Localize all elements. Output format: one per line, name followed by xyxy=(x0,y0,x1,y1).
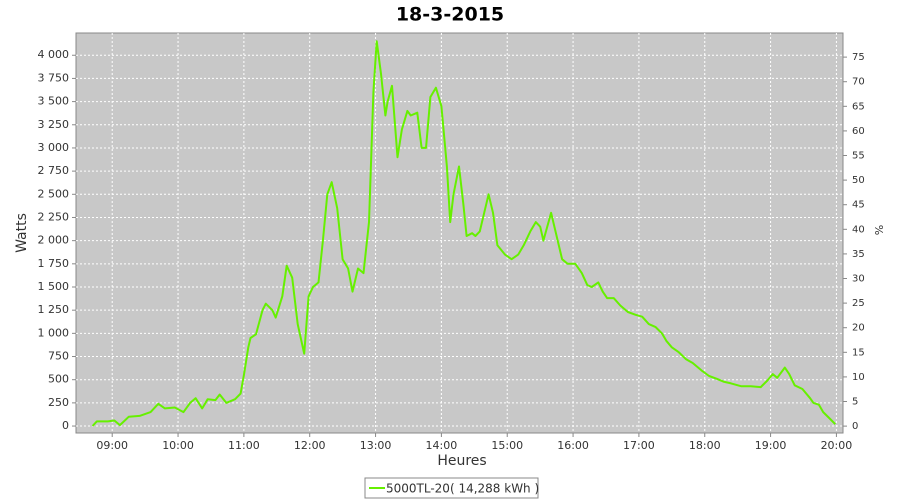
y2-tick-label: 40 xyxy=(852,224,865,235)
x-tick-label: 12:00 xyxy=(294,439,326,452)
y-tick-label: 1 000 xyxy=(38,326,70,339)
y-tick-label: 750 xyxy=(48,350,69,363)
y2-tick-label: 75 xyxy=(852,52,865,63)
y-tick-label: 2 000 xyxy=(38,234,70,247)
y-tick-label: 2 500 xyxy=(38,187,70,200)
y2-tick-label: 20 xyxy=(852,323,865,334)
x-tick-label: 15:00 xyxy=(491,439,523,452)
x-tick-label: 19:00 xyxy=(755,439,787,452)
x-tick-label: 10:00 xyxy=(162,439,194,452)
plot-area xyxy=(75,32,844,434)
y-tick-label: 3 250 xyxy=(38,118,70,131)
x-tick-label: 20:00 xyxy=(821,439,853,452)
y-tick-label: 3 500 xyxy=(38,95,70,108)
y-tick-label: 3 000 xyxy=(38,141,70,154)
y-tick-label: 2 750 xyxy=(38,164,70,177)
x-tick-label: 13:00 xyxy=(360,439,392,452)
y2-tick-label: 0 xyxy=(852,421,858,432)
y-tick-label: 3 750 xyxy=(38,71,70,84)
y2-tick-label: 70 xyxy=(852,77,865,88)
y2-tick-label: 5 xyxy=(852,397,858,408)
x-tick-label: 17:00 xyxy=(623,439,655,452)
y2-tick-label: 45 xyxy=(852,200,865,211)
y2-tick-label: 60 xyxy=(852,126,865,137)
y2-tick-label: 30 xyxy=(852,274,865,285)
y2-tick-label: 55 xyxy=(852,151,865,162)
y2-tick-label: 50 xyxy=(852,175,865,186)
y2-tick-label: 65 xyxy=(852,101,865,112)
data-line xyxy=(91,40,837,427)
y-tick-label: 2 250 xyxy=(38,210,70,223)
y-tick-label: 250 xyxy=(48,396,69,409)
y-tick-label: 1 250 xyxy=(38,303,70,316)
y2-tick-label: 10 xyxy=(852,372,865,383)
y2-axis-label: % xyxy=(873,225,886,235)
legend-label: 5000TL-20( 14,288 kWh ) xyxy=(386,482,539,496)
y-tick-label: 0 xyxy=(62,419,69,432)
y-tick-label: 1 500 xyxy=(38,280,70,293)
chart-title: 18-3-2015 xyxy=(396,4,504,26)
y-tick-label: 4 000 xyxy=(38,48,70,61)
y-tick-label: 1 750 xyxy=(38,257,70,270)
legend xyxy=(364,477,539,499)
y-axis-label: Watts xyxy=(14,213,30,253)
x-axis-label: Heures xyxy=(437,453,486,469)
y2-tick-label: 15 xyxy=(852,347,865,358)
x-tick-label: 18:00 xyxy=(689,439,721,452)
x-tick-label: 11:00 xyxy=(228,439,260,452)
y2-tick-label: 35 xyxy=(852,249,865,260)
y-tick-label: 500 xyxy=(48,373,69,386)
x-tick-label: 09:00 xyxy=(96,439,128,452)
y2-tick-label: 25 xyxy=(852,298,865,309)
x-tick-label: 16:00 xyxy=(557,439,589,452)
x-tick-label: 14:00 xyxy=(426,439,458,452)
